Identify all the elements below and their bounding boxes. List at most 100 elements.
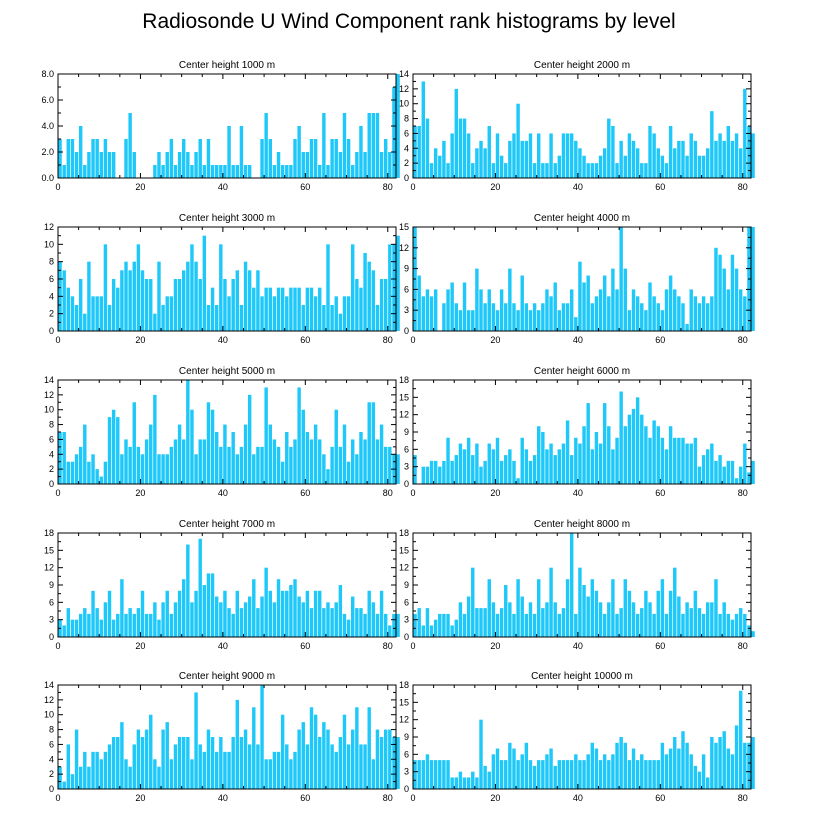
bar bbox=[701, 296, 706, 331]
bar bbox=[508, 602, 512, 637]
bar bbox=[190, 602, 194, 637]
bar bbox=[602, 754, 607, 789]
bar bbox=[722, 602, 726, 637]
bar bbox=[582, 155, 586, 178]
bar bbox=[243, 424, 248, 484]
bar bbox=[504, 303, 508, 331]
bar bbox=[285, 590, 289, 637]
bar bbox=[165, 296, 169, 331]
panel-title: Center height 3000 m bbox=[179, 213, 275, 224]
bar bbox=[66, 139, 71, 178]
bar bbox=[219, 737, 223, 789]
bar bbox=[495, 748, 500, 789]
bar bbox=[392, 613, 396, 637]
bar bbox=[62, 625, 66, 637]
y-tick-label: 0 bbox=[404, 784, 409, 794]
bar bbox=[313, 424, 318, 484]
bar bbox=[466, 596, 471, 637]
bar bbox=[462, 449, 467, 484]
bar bbox=[590, 163, 595, 178]
bar bbox=[99, 476, 103, 484]
histogram-panel: Center height 2000 m 0 2 4 6 8 10 12 14 0 20 40 60 80 bbox=[399, 60, 755, 192]
bar bbox=[392, 87, 396, 178]
bar bbox=[194, 152, 198, 178]
bar bbox=[425, 466, 430, 484]
bar bbox=[313, 296, 318, 331]
bar bbox=[87, 613, 91, 637]
y-tick-label: 10 bbox=[44, 239, 54, 249]
bar bbox=[417, 608, 421, 637]
bar bbox=[157, 619, 161, 637]
bar bbox=[693, 296, 698, 331]
bar bbox=[334, 139, 338, 178]
bar bbox=[78, 613, 83, 637]
bar bbox=[520, 596, 524, 637]
bar bbox=[285, 432, 289, 484]
bar bbox=[627, 414, 632, 484]
bar bbox=[673, 148, 677, 178]
y-tick-label: 12 bbox=[44, 695, 54, 705]
bar bbox=[537, 426, 541, 484]
bar bbox=[74, 729, 79, 789]
bar bbox=[375, 439, 380, 484]
y-tick-label: 6 bbox=[49, 434, 54, 444]
x-tick-label: 60 bbox=[300, 488, 310, 498]
bar bbox=[313, 714, 318, 789]
y-tick-label: 10 bbox=[399, 99, 409, 109]
histogram-panel: Center height 1000 m 0.0 2.0 4.0 6.0 8.0 0 20 40… bbox=[41, 60, 400, 192]
y-tick-label: 9 bbox=[404, 427, 409, 437]
bar bbox=[487, 289, 491, 331]
bar bbox=[330, 305, 334, 331]
bar bbox=[318, 287, 322, 331]
x-tick-label: 60 bbox=[300, 641, 310, 651]
bar-series bbox=[413, 391, 755, 484]
y-tick-label: 12 bbox=[399, 243, 409, 253]
bar bbox=[425, 118, 430, 178]
bar bbox=[421, 466, 426, 484]
bar bbox=[243, 729, 248, 789]
bar bbox=[227, 608, 231, 637]
bar bbox=[111, 737, 116, 789]
bar bbox=[541, 163, 545, 178]
bar bbox=[466, 437, 471, 484]
x-tick-label: 80 bbox=[738, 182, 748, 192]
bar bbox=[640, 163, 644, 178]
bar bbox=[569, 289, 574, 331]
bar bbox=[165, 722, 169, 789]
bar bbox=[78, 766, 83, 789]
bar bbox=[747, 742, 751, 789]
bar bbox=[70, 619, 75, 637]
bar bbox=[128, 113, 132, 178]
bar bbox=[565, 760, 570, 789]
bar bbox=[165, 590, 169, 637]
bar bbox=[363, 152, 367, 178]
bar bbox=[532, 163, 537, 178]
bar bbox=[574, 754, 578, 789]
bar bbox=[512, 748, 516, 789]
bar bbox=[532, 765, 537, 789]
bar bbox=[243, 602, 248, 637]
bar bbox=[375, 113, 380, 178]
bar bbox=[648, 282, 652, 331]
bar bbox=[293, 139, 297, 178]
x-tick-label: 40 bbox=[573, 335, 583, 345]
bar bbox=[528, 760, 533, 789]
bar bbox=[177, 152, 182, 178]
bar bbox=[586, 596, 590, 637]
bar bbox=[95, 296, 99, 331]
y-tick-label: 8 bbox=[49, 257, 54, 267]
bar bbox=[619, 140, 623, 178]
bar bbox=[685, 443, 689, 484]
bar bbox=[417, 275, 421, 331]
y-tick-label: 8 bbox=[404, 114, 409, 124]
bar bbox=[479, 140, 483, 178]
bar bbox=[140, 737, 145, 789]
bar bbox=[367, 402, 371, 484]
bar bbox=[466, 310, 471, 331]
bar bbox=[107, 417, 112, 484]
bar bbox=[379, 737, 384, 789]
bar bbox=[116, 417, 120, 484]
bar bbox=[322, 722, 326, 789]
bar bbox=[322, 113, 326, 178]
bar bbox=[285, 165, 289, 178]
